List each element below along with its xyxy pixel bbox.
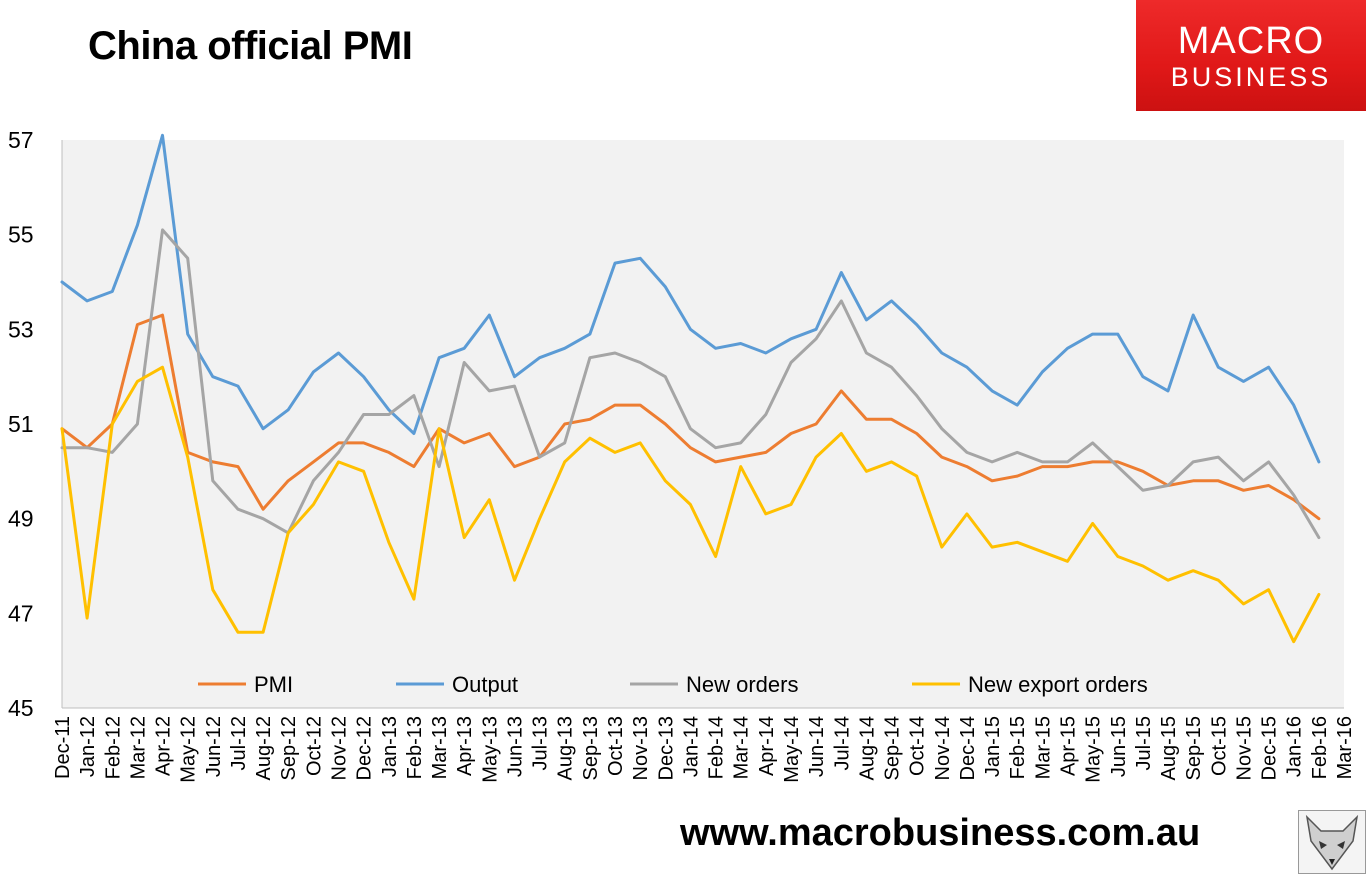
x-tick-label: Oct-12 bbox=[303, 716, 325, 776]
x-tick-label: Nov-13 bbox=[630, 716, 652, 780]
x-tick-label: Dec-11 bbox=[52, 716, 74, 779]
x-tick-label: Nov-15 bbox=[1233, 716, 1255, 780]
chart-title: China official PMI bbox=[88, 24, 413, 68]
x-tick-label: Sep-12 bbox=[278, 716, 300, 781]
x-tick-label: Jun-13 bbox=[504, 716, 526, 777]
x-tick-label: Sep-13 bbox=[580, 716, 602, 781]
legend-label: Output bbox=[452, 672, 518, 697]
x-tick-label: Jan-12 bbox=[77, 716, 99, 777]
y-tick-label: 53 bbox=[8, 316, 34, 342]
y-tick-label: 57 bbox=[8, 127, 34, 153]
x-tick-label: Oct-13 bbox=[605, 716, 627, 776]
x-tick-label: Dec-12 bbox=[354, 716, 376, 780]
legend-label: New orders bbox=[686, 672, 798, 697]
x-tick-label: May-15 bbox=[1083, 716, 1105, 783]
x-tick-label: Jul-14 bbox=[831, 716, 853, 770]
x-tick-label: Nov-14 bbox=[932, 716, 954, 780]
x-tick-label: Nov-12 bbox=[329, 716, 351, 780]
x-tick-label: Oct-15 bbox=[1208, 716, 1230, 776]
x-tick-label: Feb-13 bbox=[404, 716, 426, 779]
x-tick-label: Dec-13 bbox=[655, 716, 677, 780]
x-tick-label: Jun-14 bbox=[806, 716, 828, 777]
macro-business-logo: MACRO BUSINESS bbox=[1136, 0, 1366, 111]
fox-head-icon bbox=[1298, 810, 1366, 874]
x-tick-label: May-14 bbox=[781, 716, 803, 783]
x-tick-label: Oct-14 bbox=[907, 716, 929, 776]
x-tick-label: Dec-15 bbox=[1259, 716, 1281, 780]
y-tick-label: 47 bbox=[8, 600, 34, 626]
x-tick-label: May-12 bbox=[178, 716, 200, 783]
x-tick-label: Jan-13 bbox=[379, 716, 401, 777]
x-tick-label: Mar-12 bbox=[127, 716, 149, 779]
x-tick-label: Jan-15 bbox=[982, 716, 1004, 777]
x-tick-label: Aug-14 bbox=[856, 716, 878, 781]
logo-line-1: MACRO bbox=[1177, 20, 1325, 62]
x-tick-label: Dec-14 bbox=[957, 716, 979, 780]
legend-label: PMI bbox=[254, 672, 293, 697]
legend-label: New export orders bbox=[968, 672, 1148, 697]
x-tick-label: Jun-15 bbox=[1108, 716, 1130, 777]
x-tick-label: Feb-12 bbox=[102, 716, 124, 779]
x-tick-label: Jul-13 bbox=[530, 716, 552, 770]
x-tick-label: Jun-12 bbox=[203, 716, 225, 777]
x-tick-label: Aug-12 bbox=[253, 716, 275, 781]
x-tick-label: Jan-16 bbox=[1284, 716, 1306, 777]
x-tick-label: Feb-15 bbox=[1007, 716, 1029, 779]
x-tick-label: Mar-13 bbox=[429, 716, 451, 779]
x-tick-label: Feb-16 bbox=[1309, 716, 1331, 779]
x-tick-label: Aug-15 bbox=[1158, 716, 1180, 781]
x-tick-label: Apr-12 bbox=[153, 716, 175, 776]
plot-area bbox=[62, 140, 1344, 708]
y-tick-label: 49 bbox=[8, 506, 34, 532]
y-tick-label: 45 bbox=[8, 695, 34, 721]
x-tick-label: Sep-15 bbox=[1183, 716, 1205, 781]
x-tick-label: Mar-15 bbox=[1032, 716, 1054, 779]
footer-url: www.macrobusiness.com.au bbox=[680, 812, 1201, 854]
x-tick-label: Jan-14 bbox=[680, 716, 702, 777]
y-tick-label: 51 bbox=[8, 411, 34, 437]
x-tick-label: Apr-15 bbox=[1057, 716, 1079, 776]
x-tick-label: Mar-14 bbox=[731, 716, 753, 779]
x-tick-label: Aug-13 bbox=[555, 716, 577, 781]
x-tick-label: Mar-16 bbox=[1334, 716, 1356, 779]
x-tick-label: Jul-15 bbox=[1133, 716, 1155, 770]
y-tick-label: 55 bbox=[8, 222, 34, 248]
series-line-output bbox=[60, 133, 1321, 464]
x-tick-label: May-13 bbox=[479, 716, 501, 783]
logo-line-2: BUSINESS bbox=[1170, 62, 1332, 92]
series-line-pmi bbox=[60, 313, 1321, 521]
x-tick-label: Sep-14 bbox=[882, 716, 904, 781]
series-line-new-orders bbox=[60, 228, 1321, 540]
x-tick-label: Feb-14 bbox=[706, 716, 728, 779]
x-tick-label: Apr-13 bbox=[454, 716, 476, 776]
series-line-new-export-orders bbox=[60, 365, 1321, 644]
x-tick-label: Jul-12 bbox=[228, 716, 250, 770]
x-tick-label: Apr-14 bbox=[756, 716, 778, 776]
